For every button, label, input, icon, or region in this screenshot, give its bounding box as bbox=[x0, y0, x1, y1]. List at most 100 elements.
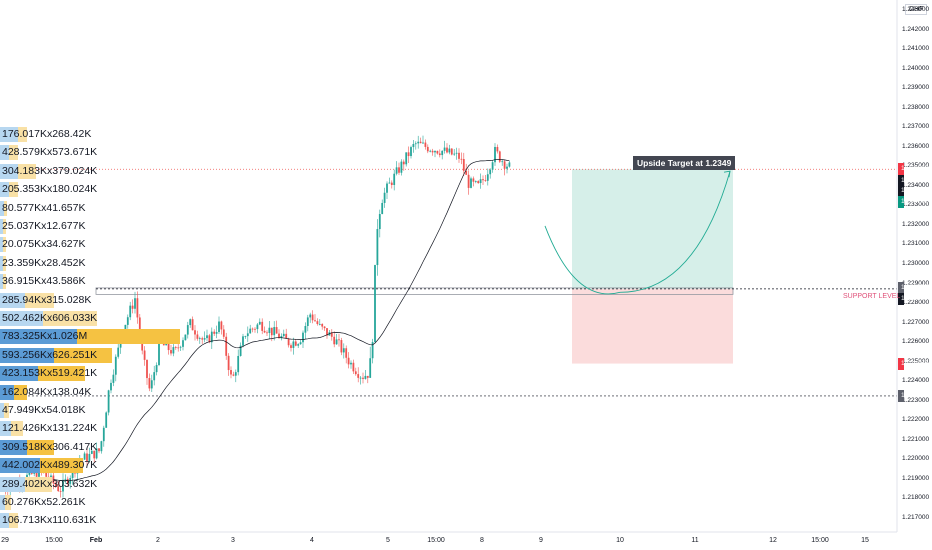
candle-body bbox=[246, 333, 249, 337]
candle-body bbox=[172, 347, 175, 354]
candle-body bbox=[184, 334, 187, 341]
candle-body bbox=[448, 148, 451, 153]
candle-body bbox=[465, 170, 468, 175]
volume-bar-buy bbox=[9, 145, 18, 161]
candle-body bbox=[256, 324, 259, 330]
candle-body bbox=[93, 450, 96, 459]
candle-body bbox=[129, 305, 132, 318]
volume-bar-buy bbox=[3, 200, 7, 216]
candle-body bbox=[434, 150, 436, 153]
candle-body bbox=[270, 327, 273, 336]
candle-body bbox=[153, 372, 156, 381]
candle-body bbox=[179, 346, 182, 348]
candle-body bbox=[196, 334, 199, 339]
candle-body bbox=[220, 321, 223, 330]
candle-body bbox=[170, 350, 172, 354]
price-tick-label: 1.218000 bbox=[902, 494, 930, 502]
time-tick-label: 15:00 bbox=[811, 537, 829, 544]
volume-bar-sell bbox=[0, 421, 11, 437]
candle-body bbox=[297, 344, 300, 346]
candle-body bbox=[429, 150, 432, 152]
candle-body bbox=[484, 180, 487, 182]
target-callout[interactable]: Upside Target at 1.2349 bbox=[633, 156, 736, 170]
candle-body bbox=[143, 350, 146, 360]
volume-bar-sell bbox=[0, 274, 3, 290]
candle-body bbox=[342, 348, 345, 353]
volume-bar-buy bbox=[9, 182, 18, 198]
candle-body bbox=[225, 336, 228, 356]
volume-bar-sell bbox=[0, 182, 9, 198]
candle-body bbox=[453, 153, 456, 155]
volume-profile-label: 106.713Kx110.631K bbox=[2, 514, 97, 527]
candle-body bbox=[261, 321, 264, 331]
candle-body bbox=[462, 159, 465, 171]
candle-body bbox=[287, 338, 290, 346]
candle-body bbox=[268, 327, 271, 334]
candle-body bbox=[299, 342, 302, 345]
price-tick-label: 1.222000 bbox=[902, 416, 930, 424]
candle-body bbox=[402, 161, 405, 165]
candle-body bbox=[230, 370, 232, 375]
candle-body bbox=[340, 340, 343, 353]
time-tick-label: 29 bbox=[1, 537, 9, 544]
candle-body bbox=[88, 453, 91, 462]
candle-body bbox=[410, 147, 412, 157]
candle-body bbox=[306, 317, 309, 326]
candle-body bbox=[366, 375, 369, 378]
candle-body bbox=[494, 146, 496, 163]
volume-profile-label: 176.017Kx268.42K bbox=[2, 128, 92, 140]
candle-body bbox=[506, 166, 508, 169]
candle-body bbox=[215, 332, 218, 334]
candle-body bbox=[378, 214, 381, 230]
candle-body bbox=[194, 330, 196, 335]
price-tick-label: 1.220000 bbox=[902, 455, 930, 463]
candle-body bbox=[431, 150, 434, 153]
stop-zone bbox=[572, 288, 733, 364]
candle-body bbox=[318, 323, 321, 325]
volume-bar-sell bbox=[0, 366, 38, 382]
price-tick-label: 1.226000 bbox=[902, 338, 930, 346]
candle-body bbox=[66, 478, 69, 484]
candle-body bbox=[316, 321, 319, 325]
price-tick-label: 1.242000 bbox=[902, 25, 930, 33]
candle-body bbox=[158, 342, 160, 366]
candle-body bbox=[134, 298, 136, 309]
volume-bar-buy bbox=[14, 384, 27, 400]
time-tick-label: 15:00 bbox=[427, 537, 445, 544]
target-zone bbox=[572, 169, 733, 289]
time-tick-label: 9 bbox=[539, 537, 543, 544]
price-tick-label: 1.228000 bbox=[902, 299, 930, 307]
candle-body bbox=[350, 362, 352, 365]
candle-body bbox=[64, 478, 67, 480]
candle-body bbox=[57, 486, 60, 492]
volume-bar-buy bbox=[54, 347, 112, 363]
price-tick-label: 1.227000 bbox=[902, 318, 930, 326]
volume-profile-label: 20.075Kx34.627K bbox=[2, 238, 86, 251]
candle-body bbox=[69, 478, 72, 484]
price-tag: 1.228777 bbox=[898, 281, 928, 294]
volume-bar-buy bbox=[3, 255, 6, 271]
candle-body bbox=[208, 335, 211, 343]
candle-body bbox=[395, 167, 398, 174]
volume-profile-label: 442.002Kx489.307K bbox=[2, 459, 98, 472]
candle-body bbox=[357, 374, 360, 378]
candle-body bbox=[460, 158, 463, 160]
price-tag: 1.228649 bbox=[898, 292, 928, 305]
price-tick-label: 1.232000 bbox=[902, 220, 930, 228]
volume-profile-label: 80.577Kx41.657K bbox=[2, 201, 86, 214]
candle-body bbox=[278, 333, 280, 339]
currency-badge[interactable]: CHF bbox=[905, 4, 928, 15]
candle-body bbox=[234, 372, 237, 376]
candle-body bbox=[280, 336, 283, 339]
candle-body bbox=[146, 359, 148, 379]
price-tick-label: 1.243000 bbox=[902, 6, 930, 13]
volume-bar-buy bbox=[25, 476, 53, 492]
candle-body bbox=[326, 328, 328, 336]
candle-body bbox=[330, 332, 333, 337]
time-tick-label: 8 bbox=[480, 537, 484, 544]
candle-body bbox=[414, 143, 417, 145]
volume-bar-sell bbox=[0, 439, 27, 455]
candle-body bbox=[426, 146, 429, 152]
candle-body bbox=[496, 146, 499, 152]
